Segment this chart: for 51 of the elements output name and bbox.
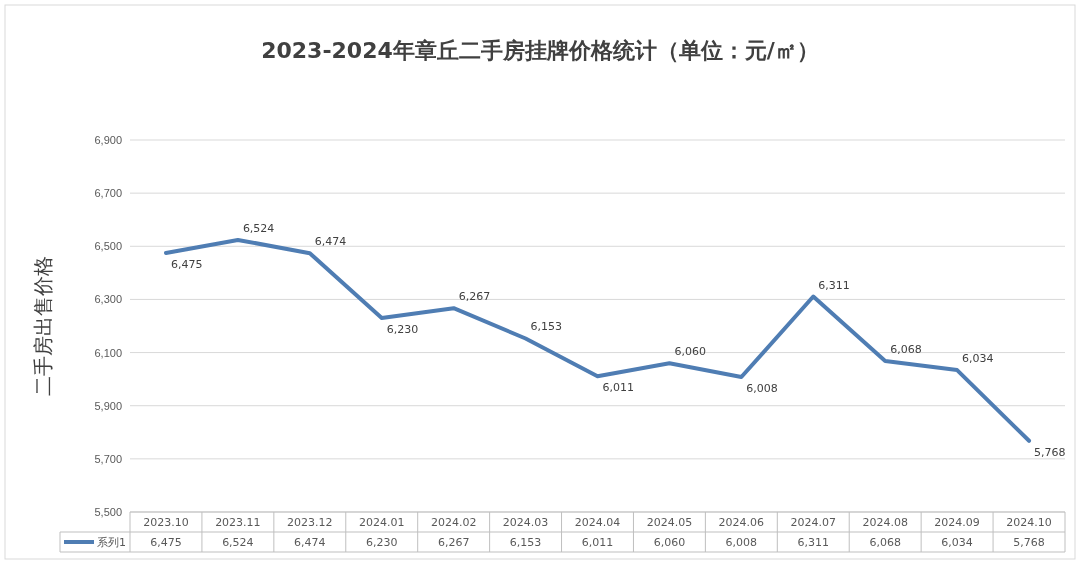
data-label: 5,768 <box>1013 536 1045 549</box>
data-label: 6,474 <box>294 536 326 549</box>
data-label: 6,524 <box>222 536 254 549</box>
x-tick-label: 2024.09 <box>934 516 980 529</box>
data-label: 6,267 <box>437 536 470 549</box>
data-label: 6,011 <box>581 536 614 549</box>
x-tick-label: 2024.02 <box>430 516 477 529</box>
y-tick-label: 5,900 <box>94 399 122 412</box>
x-tick-label: 2024.08 <box>862 516 908 529</box>
y-tick-label: 6,100 <box>94 346 122 359</box>
data-label: 6,475 <box>150 536 182 549</box>
x-tick-label: 2023.10 <box>143 516 189 529</box>
data-label: 6,068 <box>869 536 901 549</box>
y-tick-label: 6,700 <box>94 187 122 200</box>
legend-label: 系列1 <box>97 536 126 549</box>
data-label: 6,060 <box>653 536 686 549</box>
y-tick-label: 6,900 <box>94 134 122 147</box>
x-tick-label: 2024.03 <box>502 516 549 529</box>
text: 6,068 <box>890 343 922 357</box>
y-tick-label: 6,500 <box>94 240 122 253</box>
text: 6,311 <box>818 278 850 292</box>
text: 6,475 <box>170 257 203 271</box>
text: 6,267 <box>458 290 491 304</box>
y-axis-title: 二手房出售价格 <box>31 256 55 396</box>
x-tick-label: 2024.06 <box>718 516 765 529</box>
x-tick-label: 2024.07 <box>790 516 837 529</box>
text: 6,060 <box>674 345 706 359</box>
y-tick-label: 5,500 <box>94 506 122 519</box>
y-tick-label: 5,700 <box>94 452 122 465</box>
data-label: 6,034 <box>941 536 973 549</box>
chart-title: 2023-2024年章丘二手房挂牌价格统计（单位：元/㎡） <box>261 38 819 63</box>
x-tick-label: 2024.04 <box>574 516 621 529</box>
x-tick-label: 2024.01 <box>358 516 405 529</box>
text: 6,011 <box>602 381 634 395</box>
x-tick-label: 2024.10 <box>1006 516 1052 529</box>
data-label: 6,153 <box>509 536 542 549</box>
text: 5,768 <box>1034 445 1066 459</box>
y-tick-label: 6,300 <box>94 293 122 306</box>
text: 6,034 <box>962 352 994 366</box>
x-tick-label: 2024.05 <box>646 516 693 529</box>
text: 6,474 <box>314 235 347 249</box>
text: 6,153 <box>530 320 563 334</box>
data-label: 6,008 <box>725 536 758 549</box>
line-series <box>163 237 1032 443</box>
text: 6,230 <box>386 323 419 337</box>
text: 6,008 <box>746 382 778 396</box>
x-tick-label: 2023.11 <box>215 516 261 529</box>
x-tick-label: 2023.12 <box>287 516 333 529</box>
text: 6,524 <box>242 221 275 235</box>
data-label: 6,311 <box>797 536 830 549</box>
data-label: 6,230 <box>365 536 398 549</box>
